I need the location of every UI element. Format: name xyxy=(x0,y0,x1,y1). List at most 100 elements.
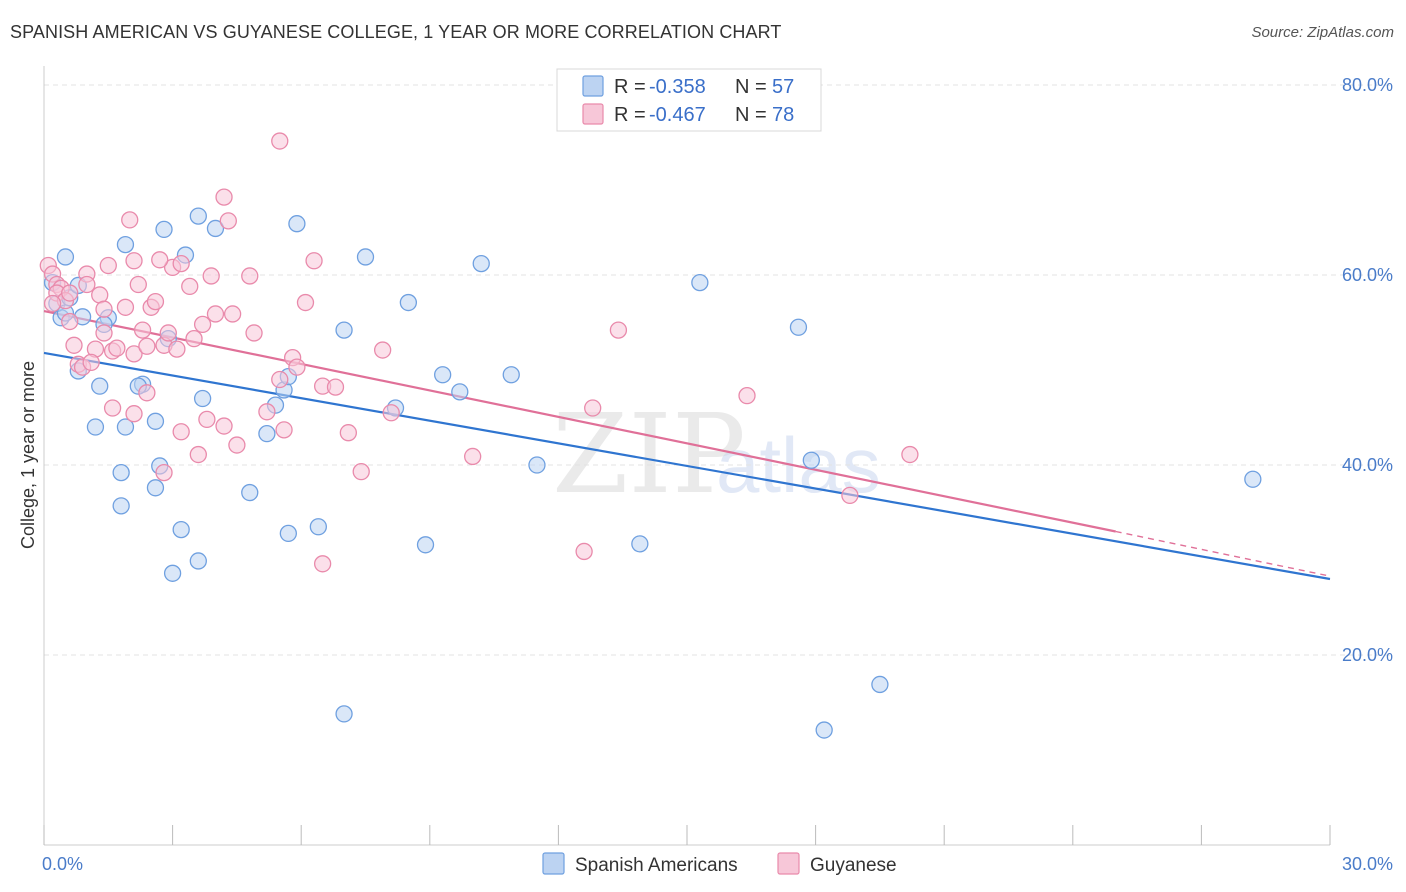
legend-r-value-2: -0.467 xyxy=(649,104,706,126)
correlation-legend: R = -0.358 N = 57 R = -0.467 N = 78 xyxy=(556,68,822,132)
legend-r-value-1: -0.358 xyxy=(649,76,706,98)
point-guyanese-7 xyxy=(61,312,79,331)
trend-line-extension-guyanese xyxy=(1115,530,1331,577)
point-guyanese-15 xyxy=(95,324,113,342)
legend-r-label-2: R = xyxy=(614,104,646,126)
point-spanish-americans-29 xyxy=(189,552,207,570)
point-guyanese-77 xyxy=(223,305,242,323)
point-guyanese-65 xyxy=(275,421,293,439)
legend-swatch-guyanese xyxy=(582,103,604,125)
point-guyanese-68 xyxy=(575,542,593,561)
point-guyanese-17 xyxy=(116,298,135,316)
point-spanish-americans-28 xyxy=(172,520,190,539)
point-spanish-americans-6 xyxy=(56,248,75,266)
point-spanish-americans-55 xyxy=(335,705,353,723)
point-guyanese-27 xyxy=(159,324,177,342)
point-spanish-americans-47 xyxy=(502,366,520,384)
point-guyanese-39 xyxy=(189,445,207,464)
point-spanish-americans-40 xyxy=(356,248,375,266)
point-guyanese-37 xyxy=(219,212,237,230)
watermark: ZIP atlas xyxy=(552,390,881,518)
chart-title: SPANISH AMERICAN VS GUYANESE COLLEGE, 1 … xyxy=(10,22,782,42)
point-guyanese-19 xyxy=(125,345,143,363)
point-guyanese-49 xyxy=(326,378,345,396)
point-guyanese-73 xyxy=(172,254,190,273)
legend-n-value-2: 78 xyxy=(772,104,794,126)
point-guyanese-45 xyxy=(288,358,306,376)
point-guyanese-35 xyxy=(206,305,225,323)
point-guyanese-13 xyxy=(95,300,113,318)
point-spanish-americans-25 xyxy=(112,463,130,482)
point-guyanese-12 xyxy=(91,286,109,304)
axes xyxy=(43,66,1331,846)
point-spanish-americans-54 xyxy=(1244,470,1262,488)
point-guyanese-21 xyxy=(129,275,147,294)
point-guyanese-72 xyxy=(901,445,919,464)
point-guyanese-14 xyxy=(99,256,117,275)
chart-source: Source: ZipAtlas.com xyxy=(1251,24,1394,41)
point-guyanese-46 xyxy=(296,293,315,312)
point-guyanese-22 xyxy=(133,321,152,339)
point-guyanese-38 xyxy=(198,410,216,429)
point-guyanese-34 xyxy=(202,267,220,285)
point-spanish-americans-11 xyxy=(91,377,109,395)
point-spanish-americans-53 xyxy=(871,675,889,694)
point-spanish-americans-44 xyxy=(434,366,452,384)
point-guyanese-54 xyxy=(271,132,289,150)
point-guyanese-52 xyxy=(373,341,392,359)
legend-r-label-1: R = xyxy=(614,76,646,98)
point-guyanese-60 xyxy=(125,405,143,423)
y-axis-label: College, 1 year or more xyxy=(18,361,38,549)
point-guyanese-43 xyxy=(271,370,289,389)
point-guyanese-59 xyxy=(103,399,122,417)
point-guyanese-74 xyxy=(151,251,169,269)
point-guyanese-71 xyxy=(841,486,859,505)
point-guyanese-56 xyxy=(138,384,156,402)
point-guyanese-69 xyxy=(609,321,628,339)
bottom-legend-swatch-guyanese xyxy=(777,852,800,875)
point-spanish-americans-31 xyxy=(241,483,259,502)
point-guyanese-67 xyxy=(584,399,602,417)
point-guyanese-8 xyxy=(65,336,83,354)
point-spanish-americans-39 xyxy=(335,321,353,339)
legend-swatch-spanish-americans xyxy=(582,75,604,97)
point-guyanese-64 xyxy=(215,417,233,435)
point-guyanese-76 xyxy=(82,353,100,372)
point-guyanese-32 xyxy=(185,329,203,348)
x-tick-labels: 0.0% 30.0% xyxy=(42,854,1393,874)
point-spanish-americans-45 xyxy=(451,383,469,401)
y-tick-label-40: 40.0% xyxy=(1342,455,1393,475)
data-points xyxy=(39,132,1262,739)
point-spanish-americans-48 xyxy=(528,456,546,474)
point-spanish-americans-46 xyxy=(472,254,490,273)
y-tick-label-20: 20.0% xyxy=(1342,645,1393,665)
y-tick-labels: 20.0% 40.0% 60.0% 80.0% xyxy=(1342,75,1393,665)
point-guyanese-31 xyxy=(181,277,199,296)
point-guyanese-42 xyxy=(258,403,276,421)
point-spanish-americans-42 xyxy=(399,293,418,312)
point-guyanese-58 xyxy=(172,423,190,441)
point-spanish-americans-21 xyxy=(189,207,207,225)
trend-line-guyanese xyxy=(43,310,1116,533)
point-guyanese-53 xyxy=(382,404,400,422)
point-guyanese-40 xyxy=(228,436,246,454)
point-guyanese-62 xyxy=(61,284,79,302)
point-spanish-americans-23 xyxy=(193,389,212,408)
point-guyanese-6 xyxy=(43,294,62,313)
trend-lines xyxy=(43,310,1331,581)
point-guyanese-25 xyxy=(146,292,165,311)
point-guyanese-61 xyxy=(78,275,96,294)
point-spanish-americans-12 xyxy=(86,418,105,436)
legend-n-label-2: N = xyxy=(735,104,767,126)
point-guyanese-51 xyxy=(352,462,370,481)
trend-line-spanish-americans xyxy=(43,351,1331,581)
point-spanish-americans-43 xyxy=(416,536,435,554)
point-guyanese-20 xyxy=(125,252,143,270)
point-spanish-americans-27 xyxy=(146,479,165,497)
point-spanish-americans-13 xyxy=(116,235,135,254)
watermark-zip: ZIP xyxy=(552,390,746,518)
point-spanish-americans-30 xyxy=(163,564,182,582)
point-spanish-americans-32 xyxy=(258,424,276,443)
point-guyanese-50 xyxy=(339,424,358,442)
